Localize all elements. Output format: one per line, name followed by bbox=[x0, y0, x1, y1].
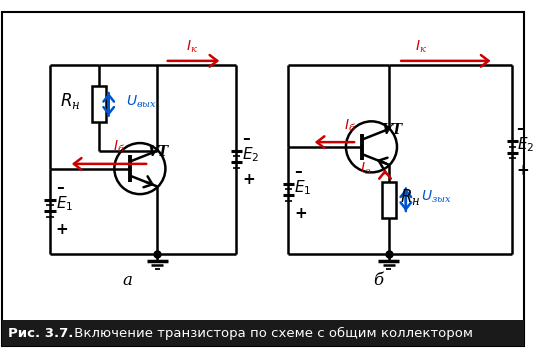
Text: –: – bbox=[242, 131, 250, 146]
Text: $I_\mathregular{б}$: $I_\mathregular{б}$ bbox=[344, 117, 356, 134]
Text: $E_2$: $E_2$ bbox=[517, 136, 534, 154]
Text: –: – bbox=[516, 121, 524, 136]
Text: VT: VT bbox=[147, 145, 168, 159]
Bar bbox=[2, 320, 524, 346]
Text: $I_\mathregular{б}$: $I_\mathregular{б}$ bbox=[113, 139, 126, 155]
Text: $I_\mathregular{к}$: $I_\mathregular{к}$ bbox=[415, 39, 427, 55]
Text: а: а bbox=[123, 272, 132, 289]
Text: $R_\mathregular{н}$: $R_\mathregular{н}$ bbox=[400, 187, 420, 207]
Text: б: б bbox=[373, 272, 383, 289]
Text: VT: VT bbox=[381, 124, 402, 137]
Text: –: – bbox=[56, 180, 63, 195]
Text: $U_\mathregular{вых}$: $U_\mathregular{вых}$ bbox=[126, 93, 157, 110]
Bar bbox=[92, 86, 106, 122]
Text: $I_\mathregular{э}$: $I_\mathregular{э}$ bbox=[360, 160, 371, 177]
Text: $I_\mathregular{к}$: $I_\mathregular{к}$ bbox=[186, 39, 197, 55]
Text: $U_\mathregular{зых}$: $U_\mathregular{зых}$ bbox=[421, 189, 451, 205]
Text: +: + bbox=[516, 163, 529, 178]
Text: $E_2$: $E_2$ bbox=[242, 145, 259, 164]
Text: $R_\mathregular{н}$: $R_\mathregular{н}$ bbox=[60, 92, 80, 111]
Text: +: + bbox=[294, 205, 307, 221]
Text: $E_1$: $E_1$ bbox=[294, 178, 311, 197]
Text: Рис. 3.7.: Рис. 3.7. bbox=[8, 326, 73, 340]
Text: Включение транзистора по схеме с общим коллектором: Включение транзистора по схеме с общим к… bbox=[70, 326, 473, 340]
Text: $E_1$: $E_1$ bbox=[56, 194, 73, 213]
Bar bbox=[382, 182, 396, 218]
Text: +: + bbox=[56, 222, 68, 237]
Text: –: – bbox=[294, 164, 302, 179]
Text: +: + bbox=[242, 173, 255, 188]
